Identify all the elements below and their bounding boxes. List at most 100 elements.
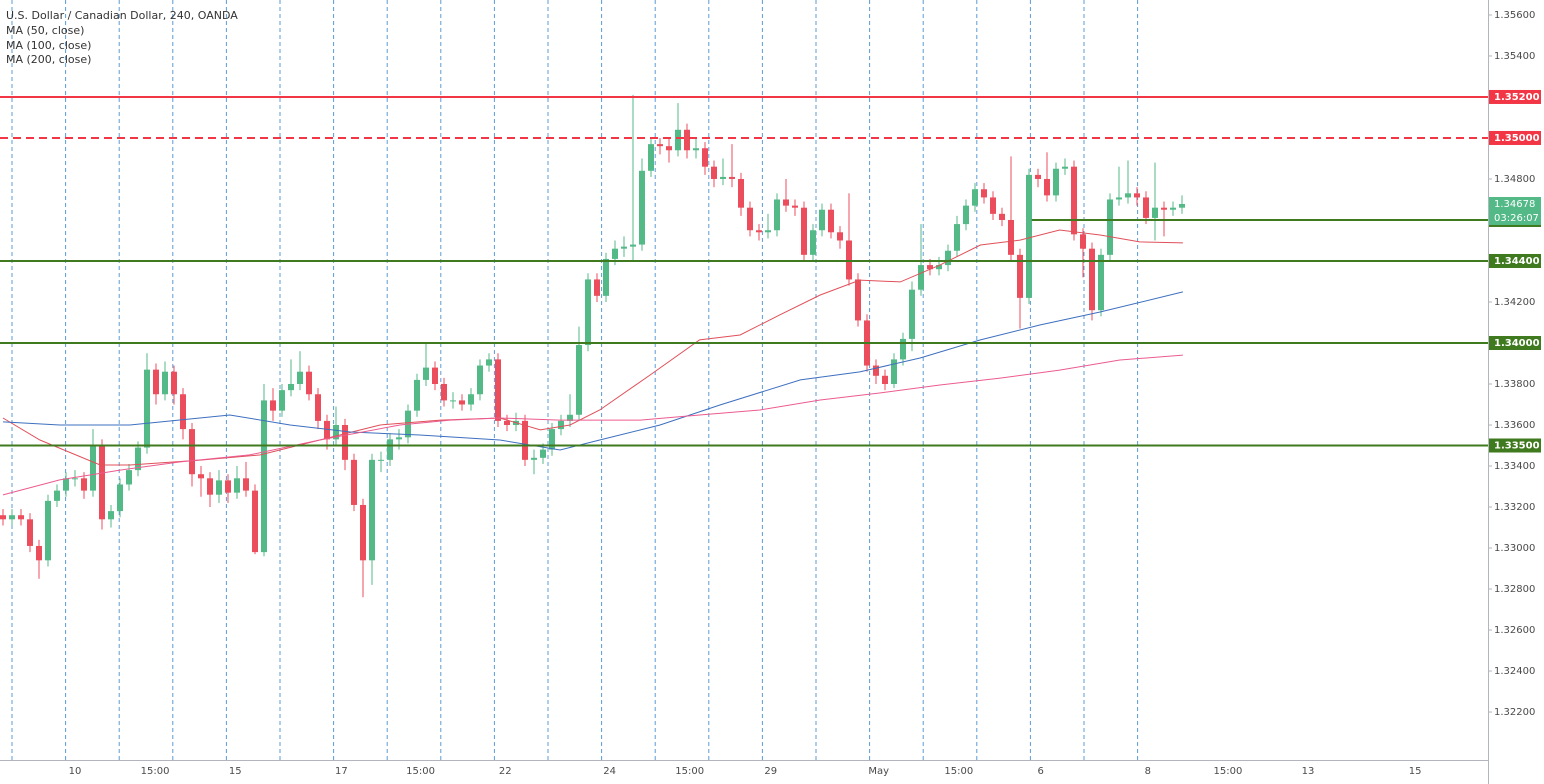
candle-body bbox=[998, 213, 1005, 220]
candle-body bbox=[314, 394, 321, 421]
candle-body bbox=[215, 480, 222, 495]
candle-body bbox=[1115, 197, 1122, 200]
candle-body bbox=[62, 478, 69, 491]
candle-body bbox=[971, 189, 978, 206]
y-tick-label: 1.32800 bbox=[1494, 584, 1535, 595]
y-tick-label: 1.34200 bbox=[1494, 297, 1535, 308]
candle-body bbox=[1034, 174, 1041, 179]
last-price-box bbox=[1489, 196, 1541, 225]
candle-body bbox=[719, 176, 726, 179]
candle-body bbox=[368, 459, 375, 561]
candle-body bbox=[746, 207, 753, 231]
candle-body bbox=[809, 230, 816, 255]
candle-body bbox=[8, 515, 15, 520]
candle-body bbox=[71, 478, 78, 480]
candle-body bbox=[710, 166, 717, 179]
candle-body bbox=[791, 205, 798, 208]
candle-body bbox=[17, 515, 24, 520]
candle-body bbox=[962, 205, 969, 225]
candle-body bbox=[557, 420, 564, 430]
candle-body bbox=[278, 390, 285, 411]
candle-body bbox=[1079, 234, 1086, 249]
candle-body bbox=[188, 429, 195, 475]
candle-body bbox=[800, 207, 807, 255]
candle-body bbox=[530, 457, 537, 460]
x-tick-label: May bbox=[868, 766, 889, 777]
candle-body bbox=[98, 445, 105, 520]
y-tick-label: 1.35600 bbox=[1494, 10, 1535, 21]
x-tick-label: 8 bbox=[1145, 766, 1151, 777]
candle-body bbox=[620, 246, 627, 249]
candle-body bbox=[521, 420, 528, 460]
y-tick-label: 1.32200 bbox=[1494, 707, 1535, 718]
candle-body bbox=[260, 400, 267, 553]
candle-body bbox=[764, 230, 771, 233]
x-tick-label: 15:00 bbox=[406, 766, 435, 777]
candle-body bbox=[674, 129, 681, 151]
candle-body bbox=[1025, 174, 1032, 298]
x-tick-label: 15 bbox=[1409, 766, 1422, 777]
candle-body bbox=[539, 449, 546, 458]
candle-body bbox=[854, 279, 861, 321]
candle-body bbox=[1142, 197, 1149, 218]
candle-body bbox=[1178, 203, 1185, 208]
last-price-label: 1.34678 bbox=[1494, 199, 1535, 210]
candle-body bbox=[1106, 199, 1113, 255]
candle-body bbox=[989, 197, 996, 214]
candle-body bbox=[1052, 168, 1059, 196]
candle-body bbox=[332, 425, 339, 440]
legend-entry: MA (100, close) bbox=[6, 39, 91, 52]
candle-body bbox=[251, 490, 258, 553]
candle-body bbox=[413, 379, 420, 411]
candle-body bbox=[233, 478, 240, 493]
candle-body bbox=[845, 240, 852, 280]
level-label-box bbox=[1489, 253, 1541, 268]
candle-body bbox=[395, 437, 402, 440]
candle-body bbox=[485, 359, 492, 366]
level-label: 1.33500 bbox=[1494, 441, 1540, 452]
candle-body bbox=[341, 425, 348, 460]
candle-body bbox=[467, 394, 474, 405]
candle-body bbox=[35, 545, 42, 561]
candle-body bbox=[1043, 178, 1050, 196]
candle-body bbox=[665, 146, 672, 151]
candle-body bbox=[1133, 193, 1140, 198]
candle-body bbox=[377, 459, 384, 461]
legend-entry: MA (50, close) bbox=[6, 24, 84, 37]
level-label: 1.35000 bbox=[1494, 133, 1540, 144]
moving-average bbox=[2, 291, 1184, 451]
candle-body bbox=[692, 148, 699, 151]
level-label: 1.34400 bbox=[1494, 256, 1540, 267]
y-tick-label: 1.34800 bbox=[1494, 174, 1535, 185]
candle-body bbox=[836, 232, 843, 241]
candle-body bbox=[548, 429, 555, 450]
candle-body bbox=[935, 265, 942, 270]
candle-body bbox=[773, 199, 780, 231]
x-tick-label: 15:00 bbox=[675, 766, 704, 777]
axes: 1.35600 1.35400 1.34800 1.34200 1.33800 1.336… bbox=[69, 10, 1541, 777]
candle-body bbox=[728, 176, 735, 179]
candle-body bbox=[593, 279, 600, 296]
candle-body bbox=[287, 383, 294, 391]
y-tick-label: 1.32400 bbox=[1494, 666, 1535, 677]
candle-body bbox=[206, 478, 213, 495]
y-tick-label: 1.35400 bbox=[1494, 51, 1535, 62]
candle-body bbox=[125, 470, 132, 485]
candle-body bbox=[440, 383, 447, 401]
candle-body bbox=[881, 375, 888, 384]
level-label: 1.34000 bbox=[1494, 338, 1540, 349]
level-label-box bbox=[1489, 130, 1541, 145]
level-label-box bbox=[1489, 89, 1541, 104]
moving-average bbox=[2, 354, 1183, 496]
candle-body bbox=[1070, 166, 1077, 235]
y-tick-label: 1.33800 bbox=[1494, 379, 1535, 390]
y-tick-label: 1.32600 bbox=[1494, 625, 1535, 636]
candle-body bbox=[917, 265, 924, 290]
session-lines bbox=[11, 0, 1139, 760]
plot-area bbox=[0, 94, 1488, 598]
candle-body bbox=[350, 459, 357, 505]
candle-body bbox=[305, 371, 312, 395]
candle-body bbox=[89, 445, 96, 491]
candle-body bbox=[143, 369, 150, 448]
candle-body bbox=[269, 400, 276, 411]
